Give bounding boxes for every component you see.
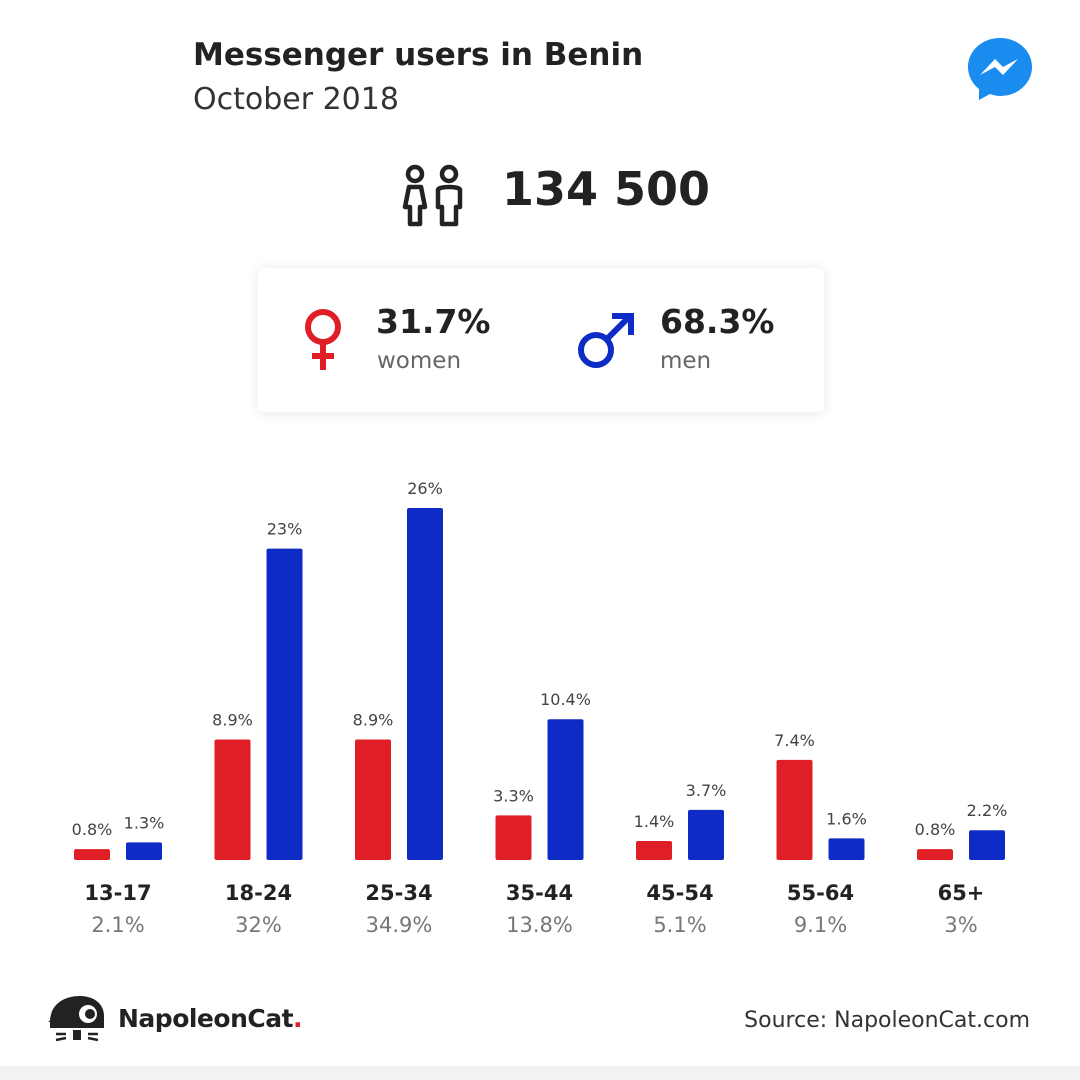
napoleoncat-logo-icon xyxy=(48,996,104,1042)
women-bar-65+ xyxy=(917,849,953,860)
brand-dot: . xyxy=(293,1004,303,1033)
women-label: women xyxy=(377,348,462,374)
women-value-label-55-64: 7.4% xyxy=(774,731,815,750)
men-bar-45-54 xyxy=(688,809,724,860)
flag-yellow-stripe xyxy=(96,40,168,80)
source-credit: Source: NapoleonCat.com xyxy=(744,1008,1030,1033)
men-value-label-55-64: 1.6% xyxy=(826,809,867,828)
women-value-label-65+: 0.8% xyxy=(915,820,956,839)
age-group-total-35-44: 13.8% xyxy=(506,913,573,937)
men-bar-18-24 xyxy=(266,548,303,860)
men-value-label-18-24: 23% xyxy=(267,520,303,539)
messenger-icon xyxy=(968,38,1032,100)
women-bar-13-17 xyxy=(74,849,110,860)
men-value-label-35-44: 10.4% xyxy=(540,690,591,709)
women-value-label-13-17: 0.8% xyxy=(72,820,113,839)
women-value-label-45-54: 1.4% xyxy=(634,812,675,831)
age-group-label-35-44: 35-44 xyxy=(506,881,573,905)
brand-text: NapoleonCat xyxy=(118,1004,294,1033)
women-bar-18-24 xyxy=(214,739,251,860)
age-group-label-13-17: 13-17 xyxy=(84,881,151,905)
flag-red-stripe xyxy=(96,80,168,120)
age-group-label-18-24: 18-24 xyxy=(225,881,292,905)
page-title: Messenger users in Benin xyxy=(193,37,644,73)
footer-band xyxy=(0,1066,1080,1080)
men-bar-13-17 xyxy=(126,842,162,860)
men-bar-35-44 xyxy=(547,719,584,860)
women-percentage: 31.7% xyxy=(376,302,491,341)
female-symbol-icon xyxy=(305,309,341,370)
age-gender-bar-chart: 0.8% 1.3% 13-17 2.1% 8.9% 23% 18-24 32% 8.9% 26% 2… xyxy=(72,479,1008,937)
women-value-label-35-44: 3.3% xyxy=(493,786,534,805)
people-icon xyxy=(402,164,463,227)
women-bar-55-64 xyxy=(776,759,813,860)
benin-flag xyxy=(48,40,168,120)
men-label: men xyxy=(660,348,712,374)
men-value-label-65+: 2.2% xyxy=(967,801,1008,820)
age-group-total-18-24: 32% xyxy=(235,913,282,937)
men-percentage: 68.3% xyxy=(660,302,775,341)
men-bar-25-34 xyxy=(407,508,443,860)
age-group-label-45-54: 45-54 xyxy=(646,881,713,905)
age-group-total-65+: 3% xyxy=(944,913,977,937)
men-bar-65+ xyxy=(969,830,1005,860)
age-group-label-55-64: 55-64 xyxy=(787,881,854,905)
age-group-total-13-17: 2.1% xyxy=(91,913,144,937)
gender-split-card xyxy=(258,268,824,412)
brand-name: NapoleonCat. xyxy=(118,1004,303,1033)
age-group-label-65+: 65+ xyxy=(938,881,985,905)
age-group-total-55-64: 9.1% xyxy=(794,913,847,937)
total-users: 134 500 xyxy=(502,162,711,216)
flag-green-stripe xyxy=(48,40,96,120)
women-bar-35-44 xyxy=(495,815,532,860)
men-value-label-13-17: 1.3% xyxy=(124,813,165,832)
age-group-label-25-34: 25-34 xyxy=(365,881,432,905)
women-bar-25-34 xyxy=(355,739,391,860)
age-group-total-25-34: 34.9% xyxy=(366,913,433,937)
men-value-label-45-54: 3.7% xyxy=(686,781,727,800)
age-group-total-45-54: 5.1% xyxy=(653,913,706,937)
women-value-label-25-34: 8.9% xyxy=(353,711,394,730)
women-value-label-18-24: 8.9% xyxy=(212,711,253,730)
men-value-label-25-34: 26% xyxy=(407,479,443,498)
male-symbol-icon xyxy=(578,313,634,368)
men-bar-55-64 xyxy=(828,838,865,860)
women-bar-45-54 xyxy=(636,841,672,860)
page-subtitle: October 2018 xyxy=(193,82,399,117)
